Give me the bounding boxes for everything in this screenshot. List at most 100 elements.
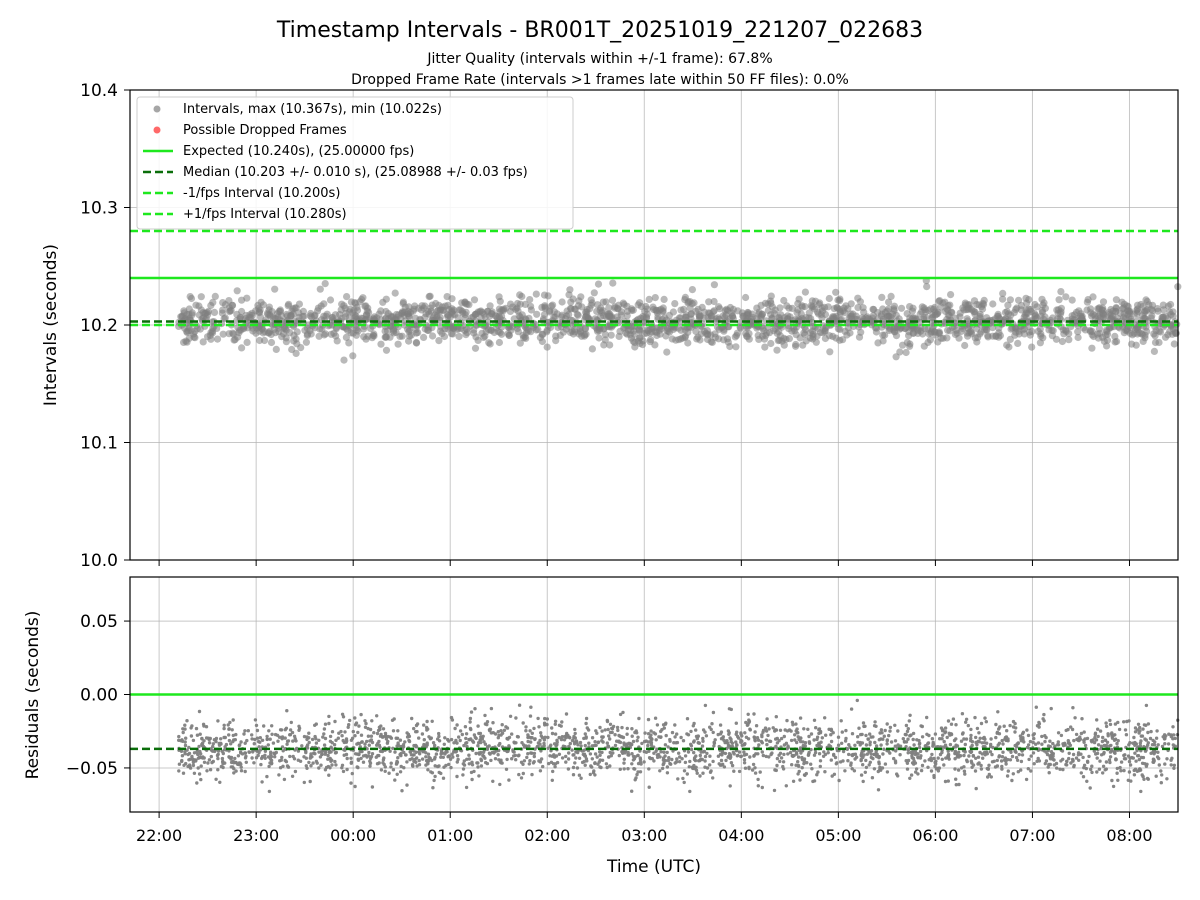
interval-point: [495, 293, 503, 301]
residual-point: [955, 755, 959, 759]
interval-point: [825, 294, 833, 303]
residual-point: [708, 754, 712, 758]
residual-point: [191, 738, 196, 743]
residual-point: [318, 755, 323, 759]
residual-point: [861, 763, 865, 767]
residual-point: [904, 733, 908, 737]
residual-point: [630, 734, 634, 738]
residual-point: [1132, 735, 1136, 740]
residual-point: [388, 735, 392, 739]
residual-point: [666, 745, 670, 749]
residual-point: [276, 739, 280, 743]
interval-point: [347, 298, 355, 306]
residual-point: [307, 736, 311, 740]
interval-point: [1026, 331, 1034, 339]
residual-point: [227, 733, 231, 737]
residual-point: [628, 741, 632, 746]
residual-point: [563, 745, 567, 749]
residual-point: [295, 746, 299, 751]
interval-point: [1057, 288, 1065, 296]
residual-point: [281, 764, 285, 768]
residual-point: [633, 730, 637, 735]
interval-point: [878, 293, 886, 301]
residual-point: [1127, 759, 1132, 764]
residual-point: [596, 740, 601, 744]
residual-point: [742, 758, 747, 762]
residual-point: [807, 734, 811, 739]
residual-point: [719, 758, 724, 763]
residual-point: [532, 754, 536, 759]
residual-point: [670, 730, 675, 735]
residuals-points: [177, 698, 1180, 794]
residual-point: [187, 745, 191, 750]
residual-point: [192, 758, 197, 762]
residual-point: [632, 757, 637, 761]
residual-point: [926, 741, 931, 745]
residual-point: [353, 723, 358, 727]
residual-point: [237, 761, 241, 765]
residual-point: [376, 753, 380, 758]
residual-point: [673, 761, 677, 765]
residual-point: [1127, 770, 1132, 774]
interval-point: [429, 332, 437, 340]
residual-point: [916, 755, 920, 759]
residual-point: [379, 768, 384, 772]
residual-point: [396, 741, 400, 745]
residual-point: [1145, 762, 1149, 766]
residual-point: [370, 752, 375, 756]
residual-point: [219, 737, 223, 741]
residual-point: [655, 755, 660, 760]
residual-point: [272, 751, 276, 755]
interval-point: [271, 285, 279, 293]
residual-point: [962, 765, 966, 769]
interval-point: [1118, 298, 1126, 306]
residual-point: [1010, 778, 1014, 783]
interval-point: [1058, 337, 1066, 346]
residual-point: [485, 722, 489, 727]
residual-point: [603, 728, 607, 732]
residual-point: [426, 759, 431, 763]
residual-point: [1118, 765, 1122, 770]
residual-point: [1140, 761, 1145, 765]
interval-point: [1028, 343, 1036, 351]
residual-point: [497, 733, 501, 737]
residual-point: [499, 758, 503, 762]
residual-point: [658, 769, 662, 773]
residual-point: [1000, 764, 1004, 769]
residual-point: [985, 766, 989, 771]
residual-point: [957, 750, 961, 754]
residual-point: [696, 734, 700, 738]
residual-point: [981, 745, 985, 749]
residual-point: [660, 766, 665, 771]
residual-point: [1090, 770, 1094, 775]
interval-point: [507, 326, 515, 334]
residual-point: [826, 751, 830, 755]
residual-point: [630, 789, 634, 793]
residual-point: [243, 756, 248, 760]
residual-point: [393, 750, 397, 754]
residual-point: [798, 746, 803, 750]
interval-point: [821, 303, 829, 311]
residual-point: [974, 740, 978, 745]
residual-point: [652, 751, 656, 755]
residual-point: [598, 758, 602, 762]
residual-point: [703, 754, 708, 759]
residual-point: [307, 731, 311, 735]
residual-point: [917, 742, 922, 746]
residual-point: [489, 706, 494, 711]
residual-point: [682, 769, 687, 773]
residual-point: [546, 735, 550, 740]
interval-point: [976, 330, 984, 338]
x-tick-label: 02:00: [524, 826, 570, 845]
residual-point: [761, 728, 766, 733]
residual-point: [255, 749, 259, 753]
residual-point: [977, 740, 981, 744]
residual-point: [364, 721, 368, 726]
residual-point: [774, 768, 778, 773]
residual-point: [1160, 744, 1165, 749]
residual-point: [528, 714, 533, 718]
residual-point: [613, 743, 618, 748]
interval-point: [552, 337, 560, 345]
intervals-y-tick-label: 10.2: [80, 316, 118, 336]
residual-point: [527, 744, 531, 748]
